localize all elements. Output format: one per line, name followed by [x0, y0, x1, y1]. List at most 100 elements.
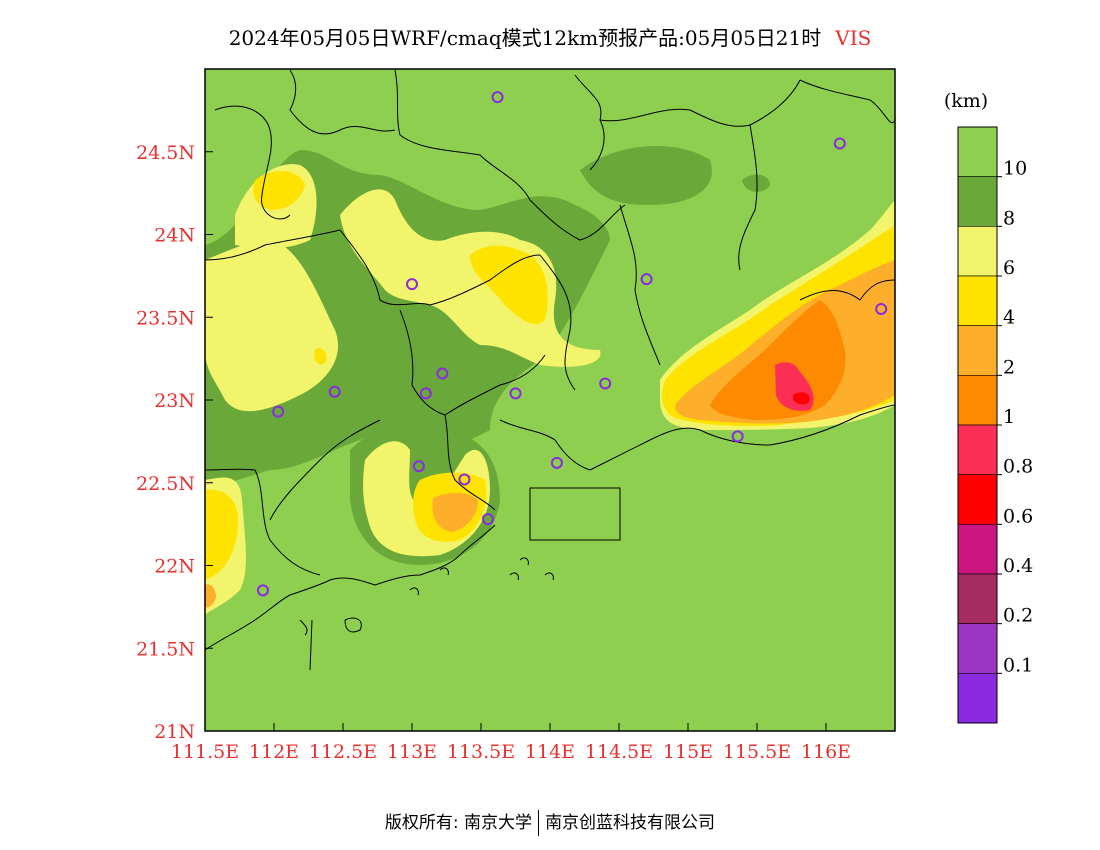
lon-tick-label: 116E [801, 741, 851, 763]
colorbar-swatch [957, 226, 998, 277]
latitude-axis: 24.5N 24N 23.5N 23N 22.5N 22N 21.5N 21N [136, 142, 213, 743]
lon-tick-label: 111.5E [171, 741, 239, 763]
station-marker [419, 387, 432, 400]
vis-band-0.6km [793, 392, 810, 405]
station-markers [256, 91, 888, 597]
lon-tick-label: 113.5E [447, 741, 515, 763]
station-marker [328, 385, 341, 398]
boundary-line-6 [599, 79, 801, 127]
colorbar-label: 6 [1003, 257, 1015, 279]
footer-separator [538, 810, 540, 836]
station-marker [731, 430, 744, 443]
colorbar-swatch [957, 524, 998, 575]
station-marker [640, 273, 653, 286]
boundary-line-17 [444, 414, 496, 511]
colorbar-frame [957, 126, 998, 724]
lat-tick-label: 23N [154, 390, 195, 412]
boundary-line-18 [499, 419, 591, 471]
island-line [309, 619, 313, 671]
title-variable: VIS [835, 26, 872, 50]
map-title: 2024年05月05日WRF/cmaq模式12km预报产品:05月05日21时 V… [0, 22, 1100, 51]
boundary-line-12 [339, 229, 541, 306]
lon-tick-label: 115.5E [723, 741, 791, 763]
station-marker [436, 367, 449, 380]
vis-band-4km-f [314, 348, 327, 365]
colorbar-label: 0.8 [1003, 456, 1033, 478]
vis-band-4km-b [253, 170, 305, 210]
footer: 版权所有: 南京大学 南京创蓝科技有限公司 [0, 808, 1100, 836]
colorbar-label: 0.6 [1003, 505, 1033, 527]
lon-tick-label: 113E [387, 741, 437, 763]
vis-band-8km-ne [742, 174, 770, 192]
boundary-line-16 [205, 468, 321, 576]
lat-tick-label: 21N [154, 721, 195, 743]
vis-band-4km-a [470, 245, 548, 325]
station-marker [406, 278, 418, 291]
station-marker [481, 513, 494, 526]
station-marker [256, 584, 269, 597]
colorbar-label: 0.4 [1003, 555, 1033, 577]
colorbar-swatch [957, 673, 998, 724]
colorbar-label: 2 [1003, 356, 1015, 378]
boundary-line-20 [699, 404, 895, 446]
lon-tick-label: 112.5E [309, 741, 377, 763]
vis-band-8km-north [580, 146, 712, 205]
coastline-west [205, 524, 496, 651]
station-marker [833, 137, 846, 150]
boundary-line-10 [539, 254, 576, 391]
station-marker [509, 387, 522, 400]
coastline-islands [299, 557, 554, 636]
colorbar-swatches [957, 126, 998, 724]
vis-band-2km-b [432, 492, 478, 532]
boundary-line-8 [799, 79, 895, 123]
colorbar-swatch [957, 275, 998, 326]
station-marker [550, 456, 563, 469]
boundary-line-1 [214, 105, 291, 220]
colorbar-label: 10 [1003, 158, 1027, 180]
colorbar-swatch [957, 126, 998, 177]
station-marker [491, 91, 504, 104]
boundary-line-9 [619, 204, 661, 366]
boundary-line-15 [269, 419, 381, 521]
colorbar-labels: 10 8 6 4 2 1 0.8 0.6 0.4 0.2 0.1 [997, 158, 1033, 676]
boundary-line-23 [529, 487, 621, 541]
footer-copyright: 版权所有: 南京大学 [384, 813, 533, 833]
colorbar-label: 1 [1003, 406, 1015, 428]
colorbar-label: 0.1 [1003, 654, 1033, 676]
boundary-line-11 [205, 229, 341, 261]
boundary-line-19 [589, 427, 701, 471]
colorbar: (km) 10 8 6 4 2 1 0.8 0.6 0.4 0.2 0.1 [944, 90, 1033, 724]
longitude-axis: 111.5E 112E 112.5E 113E 113.5E 114E 114.5E 115E… [171, 723, 851, 763]
lat-tick-label: 24N [154, 225, 195, 247]
colorbar-swatch [957, 325, 998, 376]
lat-tick-label: 21.5N [136, 638, 195, 660]
map-panel: 111.5E 112E 112.5E 113E 113.5E 114E 114.5E 115E… [136, 68, 896, 763]
boundary-line-14 [444, 354, 546, 416]
station-marker [599, 377, 612, 390]
title-main: 2024年05月05日WRF/cmaq模式12km预报产品:05月05日21时 [228, 26, 822, 50]
station-marker [875, 302, 888, 315]
lon-tick-label: 114E [525, 741, 575, 763]
lon-tick-label: 112E [249, 741, 299, 763]
boundary-line-13 [399, 309, 446, 416]
colorbar-swatch [957, 176, 998, 227]
colorbar-swatch [957, 474, 998, 525]
footer-company: 南京创蓝科技有限公司 [545, 813, 716, 833]
vis-band-4km-d [205, 489, 239, 580]
lat-tick-label: 23.5N [136, 307, 195, 329]
visibility-fill-layer [205, 146, 895, 615]
lat-tick-label: 22N [154, 556, 195, 578]
lon-tick-label: 115E [663, 741, 713, 763]
colorbar-swatch [957, 573, 998, 624]
admin-boundaries [205, 69, 895, 671]
boundary-line-22 [799, 290, 861, 301]
colorbar-swatch [957, 424, 998, 475]
lat-tick-label: 22.5N [136, 473, 195, 495]
station-marker [458, 473, 471, 486]
colorbar-swatch [957, 375, 998, 426]
colorbar-label: 8 [1003, 207, 1015, 229]
colorbar-unit: (km) [944, 90, 988, 112]
boundary-line-21 [859, 279, 895, 301]
lon-tick-label: 114.5E [585, 741, 653, 763]
